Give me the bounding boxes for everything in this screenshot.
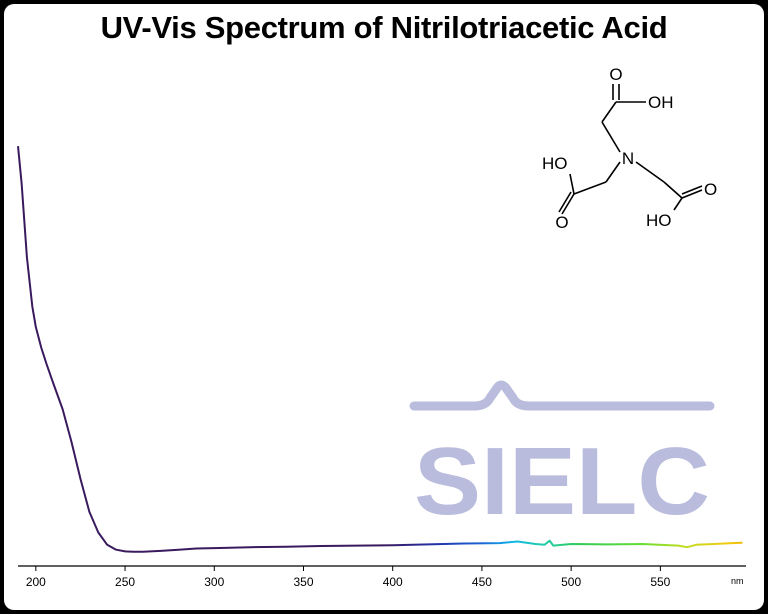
watermark-arc: [409, 380, 715, 411]
spectrum-line: [17, 146, 743, 553]
chart-title: UV-Vis Spectrum of Nitrilotriacetic Acid: [100, 10, 668, 45]
x-tick-label-300: 300: [204, 575, 224, 589]
atom-oh-top: OH: [648, 93, 674, 112]
x-tick-label-450: 450: [472, 575, 492, 589]
chart-frame: UV-Vis Spectrum of Nitrilotriacetic Acid…: [4, 4, 764, 610]
x-tick-label-400: 400: [383, 575, 403, 589]
atom-o-top: O: [609, 65, 622, 84]
atom-ho-left: HO: [542, 154, 568, 173]
sielc-watermark: SIELC: [409, 380, 715, 535]
x-tick-label-550: 550: [650, 575, 670, 589]
x-tick-label-250: 250: [115, 575, 135, 589]
x-axis-unit: nm: [731, 576, 744, 586]
atom-o-left: O: [555, 213, 568, 232]
x-axis-ticks: 200 250 300 350 400 450 500 550: [26, 566, 671, 589]
atom-o-right: O: [704, 180, 717, 199]
molecule-structure: [558, 84, 703, 215]
molecule-labels: O OH N HO O O HO: [542, 65, 717, 232]
watermark-text: SIELC: [414, 428, 710, 535]
spectrum-chart: SIELC O OH N HO O O HO: [17, 65, 746, 589]
x-tick-label-200: 200: [26, 575, 46, 589]
atom-n: N: [622, 149, 634, 168]
x-tick-label-500: 500: [561, 575, 581, 589]
x-tick-label-350: 350: [293, 575, 313, 589]
atom-ho-right: HO: [646, 211, 672, 230]
